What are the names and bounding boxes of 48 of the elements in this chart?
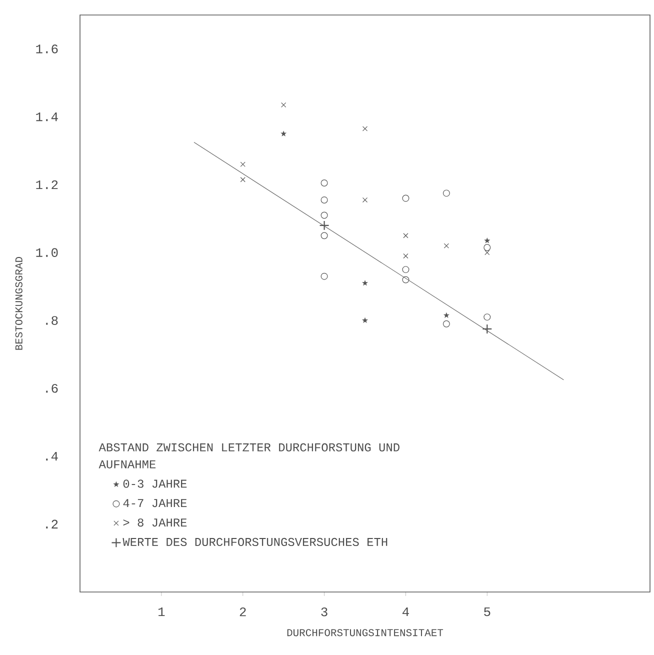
point <box>442 190 450 197</box>
point <box>362 280 368 286</box>
x-tick-label: 2 <box>240 607 246 616</box>
point <box>320 180 328 186</box>
point <box>484 244 491 251</box>
point <box>402 276 410 284</box>
point <box>484 250 490 256</box>
point <box>362 317 368 324</box>
x-tick-label: 5 <box>484 607 490 616</box>
point <box>240 162 246 167</box>
y-tick-label: 1.0 <box>36 248 58 257</box>
x-tick-label: 1 <box>158 607 165 616</box>
point <box>403 253 408 259</box>
x-tick-label: 4 <box>402 607 409 616</box>
point <box>240 177 246 182</box>
point <box>362 197 368 203</box>
x-axis-title: DURCHFORSTUNGSINTENSITAET <box>287 629 444 636</box>
point <box>443 312 450 318</box>
point <box>403 233 408 238</box>
legend-label: 0-3 JAHRE <box>123 480 187 488</box>
point <box>442 320 450 328</box>
point <box>280 130 287 136</box>
point <box>444 243 449 248</box>
y-tick-label: .4 <box>46 452 58 460</box>
legend-label: WERTE DES DURCHFORSTUNGSVERSUCHES ETH <box>122 538 388 546</box>
point <box>281 102 286 108</box>
x-tick-label: 3 <box>321 607 328 616</box>
point <box>320 196 328 204</box>
point <box>320 272 328 280</box>
point <box>482 324 492 334</box>
y-axis-title: BESTOCKUNGSGRAD <box>15 256 22 350</box>
y-tick-label: .2 <box>46 520 58 528</box>
legend-label: > 8 JAHRE <box>123 518 187 527</box>
y-tick-label: .8 <box>46 316 58 325</box>
y-tick-label: .6 <box>46 384 58 393</box>
point <box>319 220 330 230</box>
legend-label: 4-7 JAHRE <box>123 499 187 508</box>
y-tick-label: 1.4 <box>36 112 58 122</box>
point <box>362 126 368 132</box>
point <box>402 266 410 274</box>
point <box>320 212 328 219</box>
y-tick-label: 1.6 <box>36 44 58 54</box>
point <box>484 238 490 244</box>
y-tick-label: 1.2 <box>36 180 58 190</box>
legend-title: ABSTAND ZWISCHEN LETZTER DURCHFORSTUNG UND AUFNAHME <box>98 443 400 468</box>
point <box>320 232 328 240</box>
point <box>402 194 410 202</box>
point <box>484 314 491 321</box>
